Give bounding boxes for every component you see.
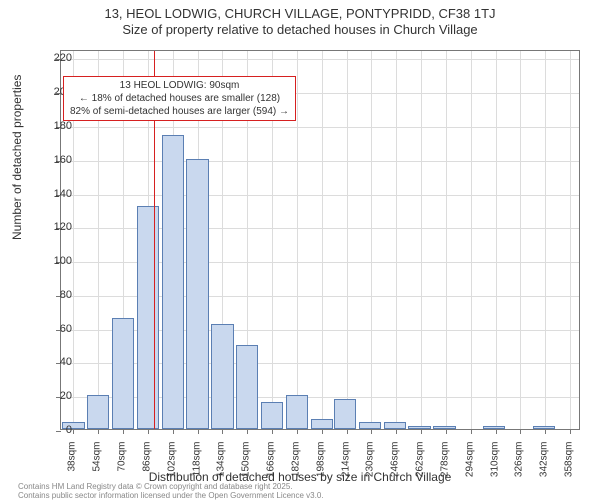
xtick-label: 326sqm	[514, 442, 525, 492]
xtick-mark	[173, 429, 174, 434]
histogram-bar	[162, 135, 184, 429]
histogram-bar	[483, 426, 505, 429]
gridline-h	[61, 161, 579, 162]
gridline-h	[61, 127, 579, 128]
histogram-bar	[137, 206, 159, 429]
ytick-label: 100	[42, 255, 72, 267]
ytick-label: 20	[42, 390, 72, 402]
plot-area: 13 HEOL LODWIG: 90sqm← 18% of detached h…	[60, 50, 580, 430]
xtick-mark	[371, 429, 372, 434]
xtick-mark	[98, 429, 99, 434]
xtick-mark	[421, 429, 422, 434]
gridline-v	[421, 51, 422, 429]
histogram-bar	[408, 426, 430, 429]
gridline-h	[61, 195, 579, 196]
gridline-v	[322, 51, 323, 429]
ytick-label: 0	[42, 424, 72, 436]
chart-title-block: 13, HEOL LODWIG, CHURCH VILLAGE, PONTYPR…	[0, 0, 600, 39]
gridline-v	[297, 51, 298, 429]
chart-area: 13 HEOL LODWIG: 90sqm← 18% of detached h…	[60, 50, 580, 430]
xtick-mark	[446, 429, 447, 434]
xtick-mark	[198, 429, 199, 434]
xtick-label: 166sqm	[266, 442, 277, 492]
chart-title-line2: Size of property relative to detached ho…	[0, 22, 600, 38]
xtick-label: 54sqm	[92, 442, 103, 492]
y-axis-label: Number of detached properties	[10, 75, 24, 240]
histogram-bar	[433, 426, 455, 429]
xtick-mark	[73, 429, 74, 434]
histogram-bar	[211, 324, 233, 429]
histogram-bar	[112, 318, 134, 429]
xtick-mark	[545, 429, 546, 434]
xtick-label: 102sqm	[166, 442, 177, 492]
annotation-line1: 13 HEOL LODWIG: 90sqm	[70, 79, 289, 92]
ytick-label: 40	[42, 356, 72, 368]
histogram-bar	[87, 395, 109, 429]
gridline-v	[347, 51, 348, 429]
histogram-bar	[286, 395, 308, 429]
xtick-label: 246sqm	[390, 442, 401, 492]
xtick-label: 310sqm	[489, 442, 500, 492]
xtick-mark	[396, 429, 397, 434]
xtick-mark	[471, 429, 472, 434]
annotation-line3: 82% of semi-detached houses are larger (…	[70, 105, 289, 118]
annotation-box: 13 HEOL LODWIG: 90sqm← 18% of detached h…	[63, 76, 296, 121]
ytick-label: 220	[42, 52, 72, 64]
ytick-label: 120	[42, 221, 72, 233]
gridline-v	[446, 51, 447, 429]
xtick-mark	[570, 429, 571, 434]
chart-title-line1: 13, HEOL LODWIG, CHURCH VILLAGE, PONTYPR…	[0, 6, 600, 22]
xtick-label: 150sqm	[241, 442, 252, 492]
histogram-bar	[261, 402, 283, 429]
gridline-v	[496, 51, 497, 429]
histogram-bar	[384, 422, 406, 429]
xtick-label: 342sqm	[539, 442, 550, 492]
xtick-mark	[148, 429, 149, 434]
ytick-label: 140	[42, 188, 72, 200]
xtick-mark	[322, 429, 323, 434]
xtick-label: 182sqm	[290, 442, 301, 492]
histogram-bar	[311, 419, 333, 429]
gridline-h	[61, 59, 579, 60]
xtick-mark	[222, 429, 223, 434]
ytick-label: 60	[42, 323, 72, 335]
histogram-bar	[359, 422, 381, 429]
gridline-v	[471, 51, 472, 429]
annotation-line2: ← 18% of detached houses are smaller (12…	[70, 92, 289, 105]
histogram-bar	[533, 426, 555, 429]
xtick-label: 38sqm	[67, 442, 78, 492]
xtick-label: 278sqm	[439, 442, 450, 492]
gridline-v	[371, 51, 372, 429]
xtick-mark	[297, 429, 298, 434]
xtick-label: 86sqm	[141, 442, 152, 492]
histogram-bar	[334, 399, 356, 429]
histogram-bar	[236, 345, 258, 429]
histogram-bar	[186, 159, 208, 429]
xtick-label: 198sqm	[315, 442, 326, 492]
gridline-v	[520, 51, 521, 429]
xtick-mark	[520, 429, 521, 434]
xtick-mark	[496, 429, 497, 434]
xtick-mark	[247, 429, 248, 434]
footer-line2: Contains public sector information licen…	[18, 492, 324, 501]
xtick-label: 214sqm	[340, 442, 351, 492]
gridline-v	[545, 51, 546, 429]
xtick-mark	[123, 429, 124, 434]
xtick-label: 70sqm	[117, 442, 128, 492]
xtick-label: 230sqm	[365, 442, 376, 492]
ytick-label: 180	[42, 120, 72, 132]
xtick-label: 134sqm	[216, 442, 227, 492]
xtick-label: 118sqm	[191, 442, 202, 492]
xtick-label: 358sqm	[564, 442, 575, 492]
ytick-label: 160	[42, 154, 72, 166]
ytick-label: 80	[42, 289, 72, 301]
xtick-mark	[347, 429, 348, 434]
xtick-label: 294sqm	[464, 442, 475, 492]
xtick-mark	[272, 429, 273, 434]
gridline-v	[396, 51, 397, 429]
xtick-label: 262sqm	[415, 442, 426, 492]
gridline-v	[570, 51, 571, 429]
